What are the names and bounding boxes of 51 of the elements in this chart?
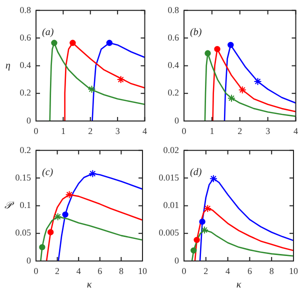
y-tick-label: 0 bbox=[174, 115, 180, 126]
x-tick-label: 1 bbox=[210, 126, 214, 136]
x-tick-label: 0 bbox=[182, 126, 187, 136]
y-tick-label: 0.6 bbox=[20, 32, 32, 42]
y-tick-label: 0.1 bbox=[20, 200, 31, 210]
x-tick-label: 0 bbox=[34, 266, 39, 276]
y-tick-label: 0.2 bbox=[168, 88, 179, 98]
annotation: (b) bbox=[190, 27, 202, 38]
x-tick-label: 3 bbox=[115, 126, 120, 136]
x-axis-title: κ bbox=[86, 280, 92, 291]
y-tick-label: 0 bbox=[26, 115, 32, 126]
y-tick-label: 0.4 bbox=[20, 60, 32, 70]
x-tick-label: 1 bbox=[60, 126, 66, 136]
x-tick-label: 6 bbox=[98, 266, 103, 276]
y-tick-label: 0.15 bbox=[15, 172, 32, 182]
x-tick-label: 10 bbox=[138, 266, 148, 276]
annotation: (d) bbox=[190, 167, 202, 178]
y-tick-label: 0.8 bbox=[168, 4, 180, 15]
x-tick-label: 2 bbox=[238, 126, 242, 136]
x-tick-label: 2 bbox=[88, 126, 93, 136]
annotation: (c) bbox=[42, 167, 54, 178]
x-tick-label: 10 bbox=[289, 266, 298, 276]
y-tick-label: 0.2 bbox=[20, 144, 31, 155]
y-axis-title: 𝒫 bbox=[4, 200, 14, 212]
y-tick-label: 0.4 bbox=[168, 60, 180, 70]
x-tick-label: 4 bbox=[294, 126, 298, 136]
point bbox=[106, 40, 113, 46]
x-tick-label: 4 bbox=[142, 126, 148, 136]
x-tick-label: 6 bbox=[247, 266, 252, 276]
y-tick-label: 0.015 bbox=[158, 172, 180, 182]
x-tick-label: 3 bbox=[266, 126, 271, 136]
y-tick-label: 0 bbox=[174, 255, 180, 266]
y-axis-title: η bbox=[6, 60, 11, 72]
x-tick-label: 4 bbox=[226, 266, 231, 276]
x-axis-title: κ bbox=[236, 280, 242, 291]
x-tick-label: 0 bbox=[34, 126, 39, 136]
y-tick-label: 0.05 bbox=[15, 228, 32, 238]
annotation: (a) bbox=[42, 27, 54, 38]
y-tick-label: 0.02 bbox=[163, 144, 179, 155]
x-tick-label: 8 bbox=[269, 266, 274, 276]
y-tick-label: 0.01 bbox=[163, 200, 179, 210]
x-tick-label: 2 bbox=[204, 266, 208, 276]
x-tick-label: 8 bbox=[118, 266, 124, 276]
x-tick-label: 4 bbox=[76, 266, 82, 276]
x-tick-label: 2 bbox=[55, 266, 60, 276]
y-tick-label: 0.8 bbox=[20, 4, 32, 15]
y-tick-label: 0 bbox=[26, 255, 32, 266]
x-tick-label: 0 bbox=[182, 266, 187, 276]
y-tick-label: 0.005 bbox=[158, 228, 180, 238]
y-tick-label: 0.6 bbox=[168, 32, 180, 42]
y-tick-label: 0.2 bbox=[20, 88, 31, 98]
